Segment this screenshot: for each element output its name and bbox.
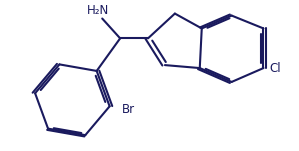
Text: Cl: Cl — [269, 62, 281, 75]
Text: Br: Br — [121, 103, 135, 116]
Text: H₂N: H₂N — [87, 4, 109, 17]
